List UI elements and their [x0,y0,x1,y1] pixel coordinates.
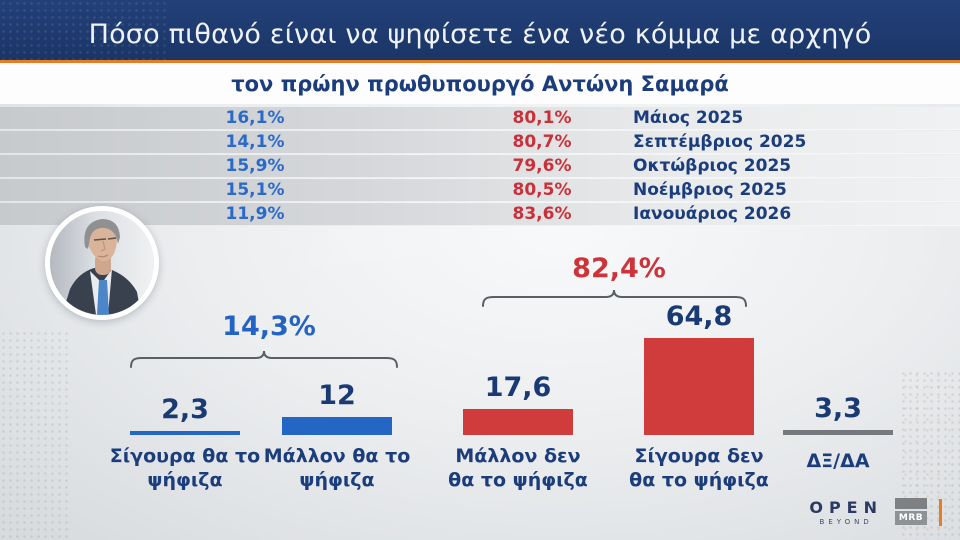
bar-mallon-tha [282,417,392,435]
table-row: 15,9% 79,6% Οκτώβριος 2025 [0,155,960,178]
likely-pct: 16,1% [225,108,285,128]
bar-sigoura-tha [130,431,240,435]
group-label-unlikely: 82,4% [572,253,666,284]
table-row: 14,1% 80,7% Σεπτέμβριος 2025 [0,131,960,154]
table-row: 16,1% 80,1% Μάιος 2025 [0,107,960,130]
group-label-likely: 14,3% [222,311,316,342]
month-label: Μάιος 2025 [633,108,744,128]
mrb-logo-text: MRB [895,511,927,525]
category-line: Σίγουρα θα το [109,445,261,467]
trend-table: 16,1% 80,1% Μάιος 2025 14,1% 80,7% Σεπτέ… [0,107,960,227]
bar-value: 17,6 [484,372,552,403]
category-line: ψήφιζα [147,469,223,491]
category-line: Μάλλον θα το [263,445,411,467]
unlikely-pct: 79,6% [512,156,572,176]
samaras-photo [45,206,159,320]
bar-value: 12 [318,380,356,411]
likely-pct: 15,1% [225,180,285,200]
unlikely-pct: 80,7% [512,132,572,152]
question-banner: Πόσο πιθανό είναι να ψηφίσετε ένα νέο κό… [0,0,960,60]
bar-value: 3,3 [814,393,862,424]
likely-pct: 11,9% [225,204,285,224]
unlikely-pct: 83,6% [512,204,572,224]
category-label: Μάλλον θα το ψήφιζα [249,444,425,492]
branding: OPEN BEYOND MRB [809,498,942,526]
question-title: Πόσο πιθανό είναι να ψηφίσετε ένα νέο κό… [88,18,872,50]
unlikely-pct: 80,5% [512,180,572,200]
month-label: Σεπτέμβριος 2025 [633,132,807,152]
bar-value: 2,3 [161,394,209,425]
month-label: Νοέμβριος 2025 [633,180,787,200]
subtitle-band: τον πρώην πρωθυπουργό Αντώνη Σαμαρά [0,63,960,104]
brace-likely [130,350,398,368]
open-logo-text: OPEN [809,498,883,517]
mrb-logo: MRB [895,498,927,525]
open-beyond-text: BEYOND [819,518,873,526]
category-line: θα το ψήφιζα [629,469,769,491]
category-line: Μάλλον δεν [455,445,581,467]
month-label: Οκτώβριος 2025 [633,156,792,176]
category-line: Σίγουρα δεν [634,445,764,467]
category-line: θα το ψήφιζα [448,469,588,491]
accent-rule [0,60,960,63]
portrait-illustration [50,211,154,315]
bar-mallon-den [463,409,573,435]
category-line: ψήφιζα [299,469,375,491]
table-row: 15,1% 80,5% Νοέμβριος 2025 [0,179,960,202]
category-label: Μάλλον δεν θα το ψήφιζα [430,444,606,492]
bar-value: 64,8 [665,301,733,332]
mrb-logo-block [895,498,927,509]
unlikely-pct: 80,1% [512,108,572,128]
month-label: Ιανουάριος 2026 [633,204,792,224]
category-line: ΔΞ/ΔΑ [806,450,870,472]
table-row: 11,9% 83,6% Ιανουάριος 2026 [0,203,960,226]
bar-dxda [783,430,893,435]
question-subtitle: τον πρώην πρωθυπουργό Αντώνη Σαμαρά [231,71,729,96]
orange-accent-bar [939,499,942,526]
likely-pct: 14,1% [225,132,285,152]
category-label: ΔΞ/ΔΑ [750,449,926,473]
open-tv-logo: OPEN BEYOND [809,498,883,527]
likely-pct: 15,9% [225,156,285,176]
bar-sigoura-den [644,338,754,435]
dot-texture [0,330,70,540]
category-label: Σίγουρα δεν θα το ψήφιζα [611,444,787,492]
brace-unlikely [482,289,747,307]
category-label: Σίγουρα θα το ψήφιζα [97,444,273,492]
